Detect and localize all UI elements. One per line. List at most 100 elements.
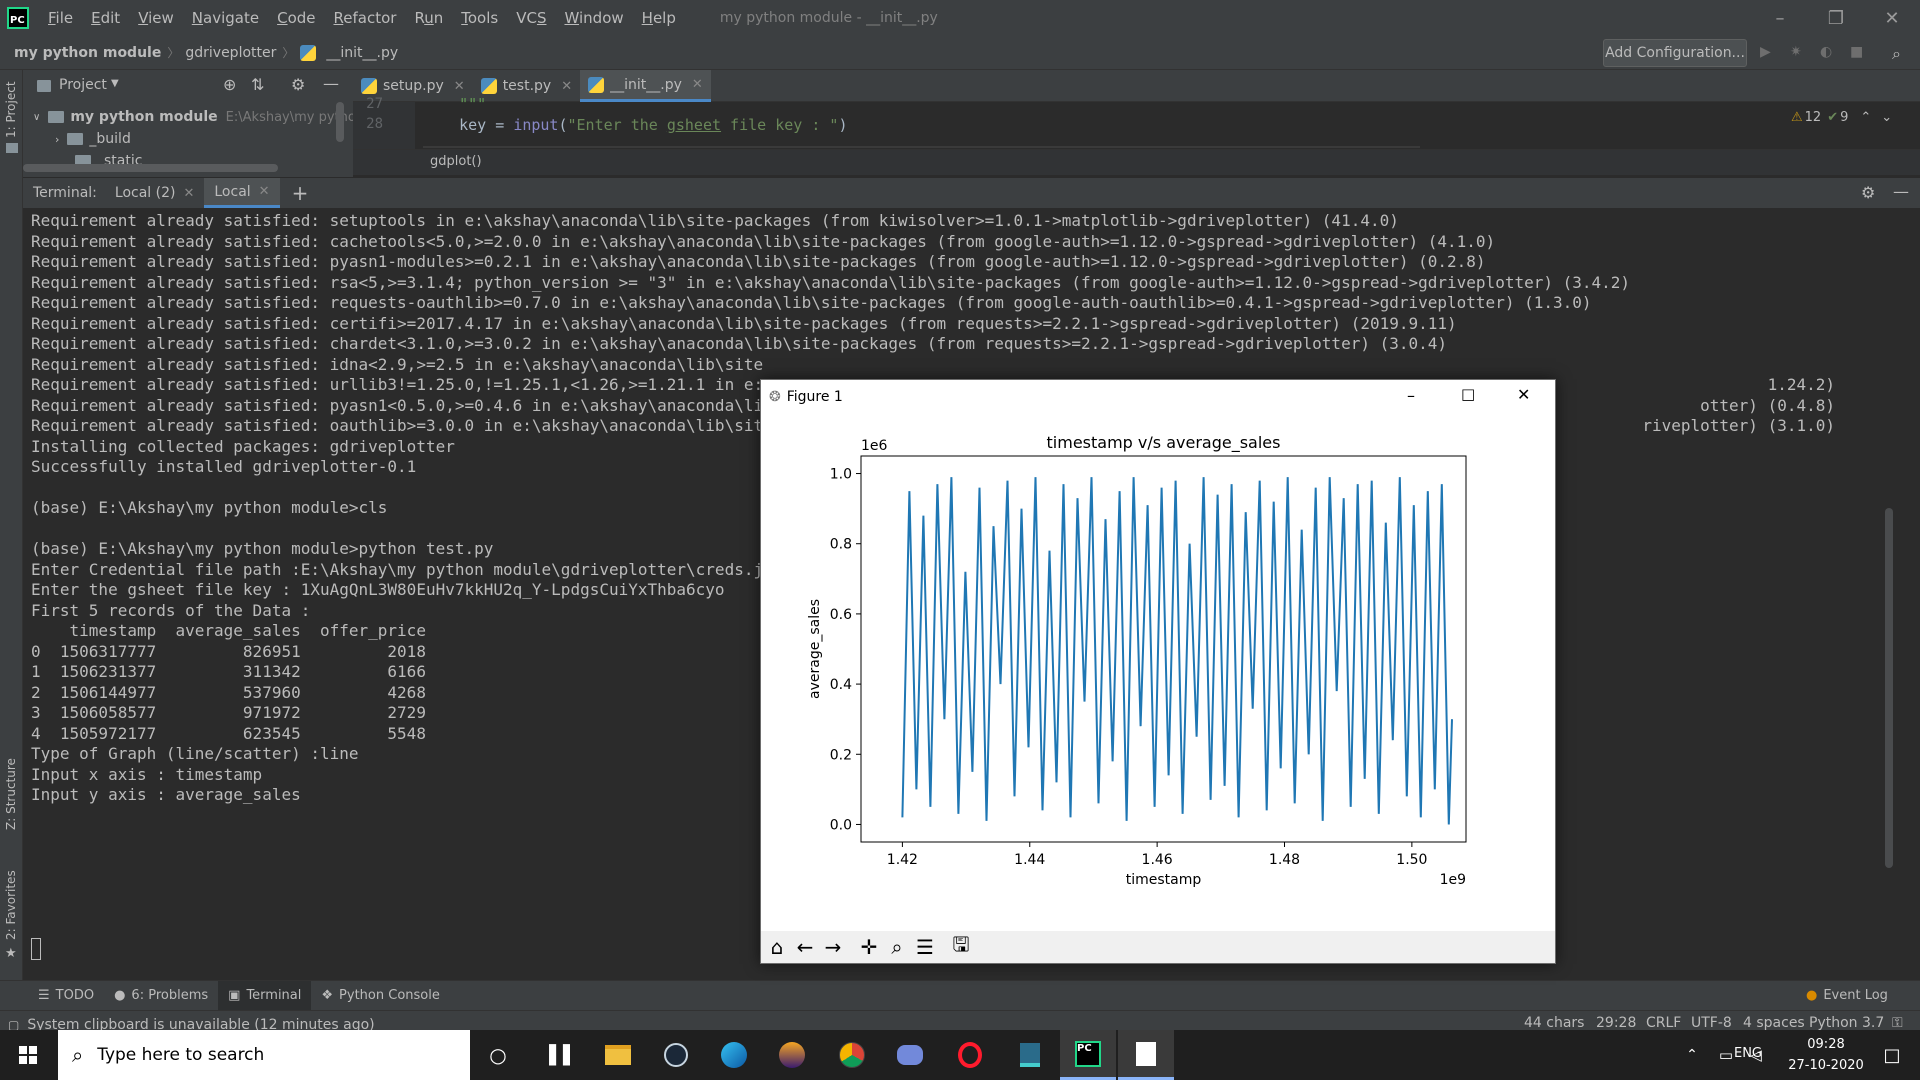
code-editor[interactable]: 27 28 """ key = input("Enter the gsheet … [353,95,1920,175]
interpreter[interactable]: Python 3.7 [1809,1015,1885,1031]
language-indicator[interactable]: ENG [1733,1046,1762,1061]
todo-tool-button[interactable]: ☰ TODO [28,981,104,1011]
menu-item[interactable]: Window [564,9,624,27]
tab-test-py[interactable]: test.py ✕ [473,70,580,102]
y-tick-label: 0.2 [830,747,852,763]
event-log-button[interactable]: ● Event Log [1796,981,1898,1011]
pycharm-taskbar-icon[interactable]: PC [1060,1030,1116,1080]
menu-item[interactable]: Navigate [191,9,260,27]
close-icon[interactable]: ✕ [1884,7,1900,29]
taskbar-search-box[interactable]: ⌕ Type here to search [58,1030,470,1080]
network-icon[interactable]: ▭ [1718,1046,1734,1064]
add-terminal-icon[interactable]: + [291,181,309,205]
locate-icon[interactable]: ⊕ [223,75,237,94]
save-icon[interactable]: 🖫 [952,932,970,956]
horizontal-scrollbar[interactable] [23,164,278,172]
chevron-down-icon: ∨ [33,111,41,123]
coverage-icon[interactable]: ◐ [1820,44,1833,60]
steam-icon[interactable] [648,1030,704,1080]
python-console-tool-button[interactable]: ❖ Python Console [311,981,449,1011]
cortana-icon[interactable]: ○ [489,1043,507,1067]
notification-icon[interactable]: □ [1883,1044,1901,1066]
chevron-up-icon[interactable]: ⌃ [1860,110,1872,125]
line-separator[interactable]: CRLF [1646,1015,1682,1031]
problems-tool-button[interactable]: ● 6: Problems [104,981,218,1011]
terminal-tool-button[interactable]: ▣ Terminal [218,980,312,1011]
pan-icon[interactable]: ✛ [860,935,878,959]
close-icon[interactable]: ✕ [1517,385,1531,404]
project-tool-label[interactable]: 1: Project [4,81,18,138]
gear-icon[interactable]: ⚙ [291,75,306,94]
favorites-tool-label[interactable]: 2: Favorites [4,870,18,940]
vertical-scrollbar[interactable] [1885,508,1893,868]
task-view-icon[interactable]: ▐▐ [542,1044,570,1066]
download-app-icon[interactable] [1002,1030,1058,1080]
debug-icon[interactable]: ✷ [1790,44,1802,60]
file-encoding[interactable]: UTF-8 [1691,1015,1732,1031]
add-configuration-button[interactable]: Add Configuration... [1603,39,1747,67]
volume-icon[interactable]: ◁ [1750,1046,1762,1064]
maximize-icon[interactable]: □ [1461,385,1476,403]
collapse-all-icon[interactable]: ⇅ [251,75,265,94]
chevron-up-icon[interactable]: ⌃ [1686,1047,1698,1063]
hide-panel-icon[interactable]: — [323,74,339,93]
tab-init-py[interactable]: __init__.py ✕ [580,70,711,102]
chrome-icon[interactable] [824,1030,880,1080]
minimize-icon[interactable]: – [1775,7,1785,29]
function-breadcrumb[interactable]: gdplot() [430,154,482,169]
menu-item[interactable]: VCS [516,9,547,27]
terminal-tab[interactable]: Local (2) ✕ [105,178,204,208]
run-icon[interactable]: ▶ [1760,44,1771,60]
inspection-widget[interactable]: ⚠ 12 ✔ 9 ⌃ ⌄ [1791,110,1892,125]
stop-icon[interactable]: ■ [1850,44,1864,60]
clock[interactable]: 09:28 27-10-2020 [1766,1034,1886,1076]
menu-item[interactable]: File [48,9,74,27]
edge-icon[interactable] [706,1030,762,1080]
hide-panel-icon[interactable]: — [1893,182,1909,201]
minimize-icon[interactable]: – [1407,386,1415,405]
menu-item[interactable]: Run [414,9,444,27]
breadcrumb-folder[interactable]: gdriveplotter [185,44,277,61]
close-tab-icon[interactable]: ✕ [691,77,703,92]
chevron-down-icon[interactable]: ⌄ [1881,110,1893,125]
structure-tool-label[interactable]: Z: Structure [4,758,18,830]
tree-item[interactable]: › _build [55,128,131,150]
vertical-scrollbar[interactable] [336,102,344,142]
gear-icon[interactable]: ⚙ [1861,183,1876,202]
menu-item[interactable]: Edit [91,9,121,27]
terminal-tab[interactable]: Local ✕ [204,178,280,208]
caret-position[interactable]: 29:28 [1596,1015,1637,1031]
menu-item[interactable]: Code [277,9,316,27]
menu-item[interactable]: View [138,9,174,27]
forward-icon[interactable]: → [824,935,842,959]
breadcrumb-file[interactable]: __init__.py [326,44,399,61]
home-icon[interactable]: ⌂ [770,935,784,959]
game-app-icon[interactable] [764,1030,820,1080]
tab-setup-py[interactable]: setup.py ✕ [353,70,473,102]
chevron-down-icon[interactable]: ▼ [111,78,119,89]
back-icon[interactable]: ← [796,935,814,959]
opera-icon[interactable] [942,1030,998,1080]
chart[interactable]: 1.42 1.44 1.46 1.48 1.50 0.0 0.2 0.4 0.6 0.8 1.0 ti… [761,414,1555,930]
zoom-icon[interactable]: ⌕ [891,935,903,959]
close-tab-icon[interactable]: ✕ [258,184,270,199]
status-message[interactable]: System clipboard is unavailable (12 minu… [27,1016,375,1033]
project-panel-title[interactable]: Project [59,77,107,93]
configure-icon[interactable]: ☰ [916,935,934,959]
file-explorer-icon[interactable] [590,1030,646,1080]
figure-window-taskbar-icon[interactable] [1118,1030,1174,1080]
restore-icon[interactable]: ❐ [1827,7,1845,29]
windows-start-icon[interactable] [0,1030,56,1080]
menu-item[interactable]: Help [641,9,676,27]
close-tab-icon[interactable]: ✕ [561,78,573,94]
close-tab-icon[interactable]: ✕ [453,78,465,94]
discord-icon[interactable] [882,1030,938,1080]
lock-icon[interactable]: ⚿ [1892,1015,1903,1031]
close-tab-icon[interactable]: ✕ [183,185,195,201]
tree-root[interactable]: ∨ my python module E:\Akshay\my python [33,106,353,128]
indent-setting[interactable]: 4 spaces [1743,1015,1805,1031]
search-icon[interactable]: ⌕ [1892,44,1901,63]
breadcrumb-project[interactable]: my python module [14,44,162,61]
menu-item[interactable]: Tools [461,9,499,27]
menu-item[interactable]: Refactor [333,9,397,27]
